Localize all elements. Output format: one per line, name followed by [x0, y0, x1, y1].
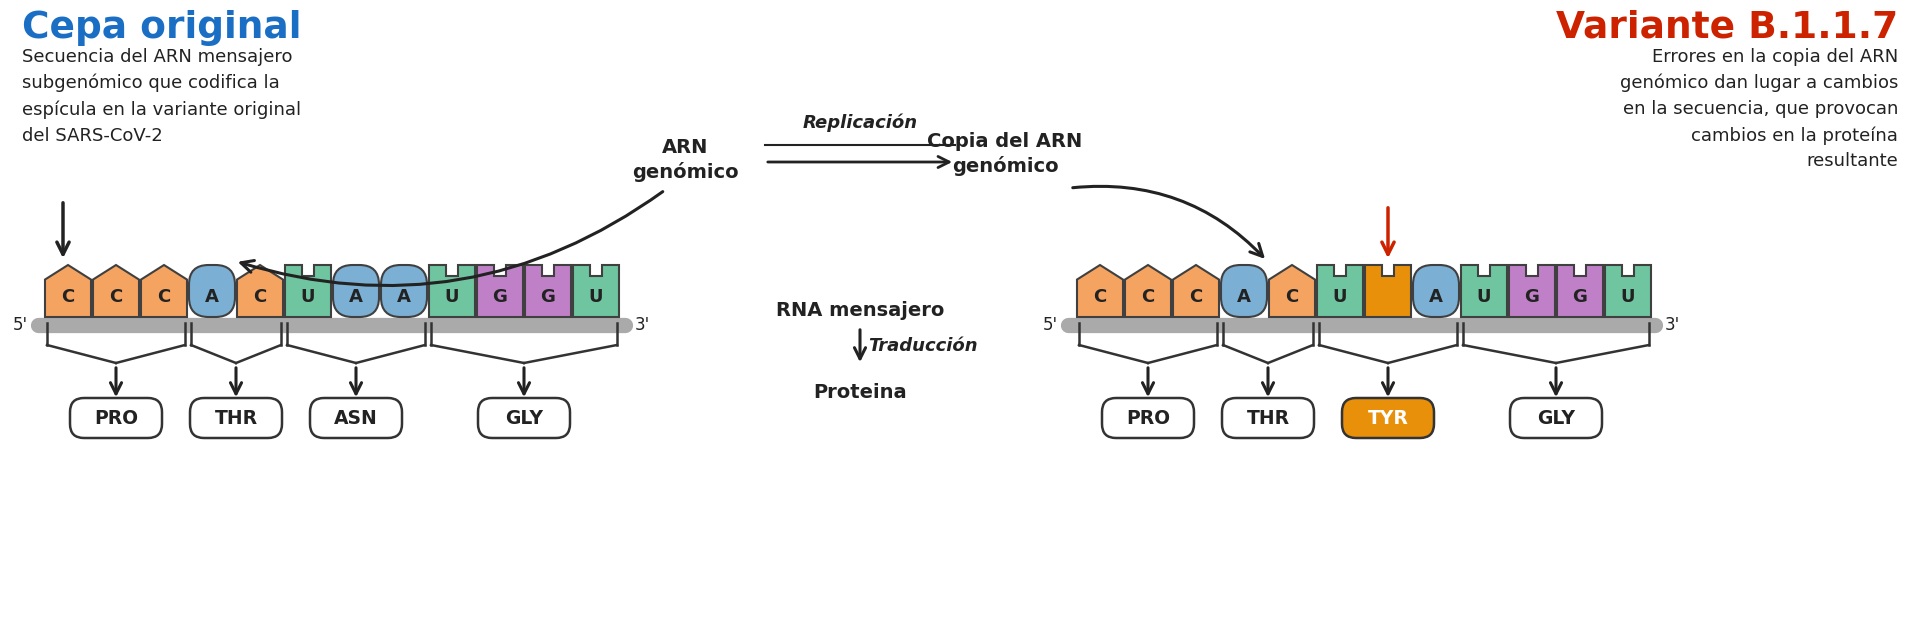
- Text: U: U: [589, 288, 603, 306]
- Text: C: C: [1188, 288, 1202, 306]
- Text: C: C: [253, 288, 267, 306]
- Polygon shape: [476, 265, 522, 317]
- Text: PRO: PRO: [94, 409, 138, 428]
- Text: Replicación: Replicación: [803, 113, 918, 132]
- FancyBboxPatch shape: [69, 398, 161, 438]
- Polygon shape: [1365, 265, 1411, 317]
- Text: Errores en la copia del ARN
genómico dan lugar a cambios
en la secuencia, que pr: Errores en la copia del ARN genómico dan…: [1620, 48, 1899, 170]
- Polygon shape: [236, 265, 282, 317]
- FancyBboxPatch shape: [380, 265, 426, 317]
- Text: A: A: [1236, 288, 1252, 306]
- Text: PRO: PRO: [1125, 409, 1169, 428]
- Text: Variante B.1.1.7: Variante B.1.1.7: [1555, 10, 1899, 46]
- FancyBboxPatch shape: [332, 265, 378, 317]
- Text: C: C: [157, 288, 171, 306]
- Text: C: C: [1140, 288, 1154, 306]
- Text: U: U: [445, 288, 459, 306]
- Text: ARN
genómico: ARN genómico: [632, 138, 739, 182]
- Polygon shape: [428, 265, 474, 317]
- FancyBboxPatch shape: [478, 398, 570, 438]
- FancyBboxPatch shape: [1413, 265, 1459, 317]
- Text: 5': 5': [13, 316, 29, 334]
- Text: G: G: [493, 288, 507, 306]
- FancyBboxPatch shape: [1102, 398, 1194, 438]
- Text: Cepa original: Cepa original: [21, 10, 301, 46]
- Text: 3': 3': [636, 316, 651, 334]
- Text: Copia del ARN
genómico: Copia del ARN genómico: [927, 131, 1083, 176]
- Text: C: C: [1284, 288, 1298, 306]
- Text: U: U: [1380, 288, 1396, 306]
- Text: GLY: GLY: [505, 409, 543, 428]
- Text: THR: THR: [215, 409, 257, 428]
- Text: Proteina: Proteina: [814, 383, 906, 402]
- FancyBboxPatch shape: [188, 265, 234, 317]
- Polygon shape: [1317, 265, 1363, 317]
- Text: 5': 5': [1043, 316, 1058, 334]
- Text: U: U: [1332, 288, 1348, 306]
- Polygon shape: [44, 265, 90, 317]
- Text: RNA mensajero: RNA mensajero: [776, 301, 945, 319]
- Polygon shape: [572, 265, 618, 317]
- FancyBboxPatch shape: [190, 398, 282, 438]
- Polygon shape: [524, 265, 570, 317]
- Text: THR: THR: [1246, 409, 1290, 428]
- FancyBboxPatch shape: [309, 398, 401, 438]
- Polygon shape: [1461, 265, 1507, 317]
- Polygon shape: [1509, 265, 1555, 317]
- FancyBboxPatch shape: [1509, 398, 1601, 438]
- Text: U: U: [301, 288, 315, 306]
- Polygon shape: [1557, 265, 1603, 317]
- Text: G: G: [1572, 288, 1588, 306]
- Text: A: A: [397, 288, 411, 306]
- Text: U: U: [1476, 288, 1492, 306]
- Text: A: A: [1428, 288, 1444, 306]
- Text: Traducción: Traducción: [868, 337, 977, 355]
- Polygon shape: [1605, 265, 1651, 317]
- FancyBboxPatch shape: [1221, 265, 1267, 317]
- Text: G: G: [1524, 288, 1540, 306]
- Text: C: C: [1092, 288, 1106, 306]
- Polygon shape: [1269, 265, 1315, 317]
- Polygon shape: [140, 265, 186, 317]
- Text: 3': 3': [1665, 316, 1680, 334]
- Text: GLY: GLY: [1538, 409, 1574, 428]
- Polygon shape: [92, 265, 138, 317]
- Text: ASN: ASN: [334, 409, 378, 428]
- Text: U: U: [1620, 288, 1636, 306]
- Text: A: A: [205, 288, 219, 306]
- Text: C: C: [109, 288, 123, 306]
- Text: A: A: [349, 288, 363, 306]
- Text: G: G: [541, 288, 555, 306]
- Text: Secuencia del ARN mensajero
subgenómico que codifica la
espícula en la variante : Secuencia del ARN mensajero subgenómico …: [21, 48, 301, 144]
- Polygon shape: [1077, 265, 1123, 317]
- FancyBboxPatch shape: [1221, 398, 1313, 438]
- Polygon shape: [284, 265, 330, 317]
- Text: C: C: [61, 288, 75, 306]
- Text: TYR: TYR: [1367, 409, 1409, 428]
- Polygon shape: [1173, 265, 1219, 317]
- FancyBboxPatch shape: [1342, 398, 1434, 438]
- Polygon shape: [1125, 265, 1171, 317]
